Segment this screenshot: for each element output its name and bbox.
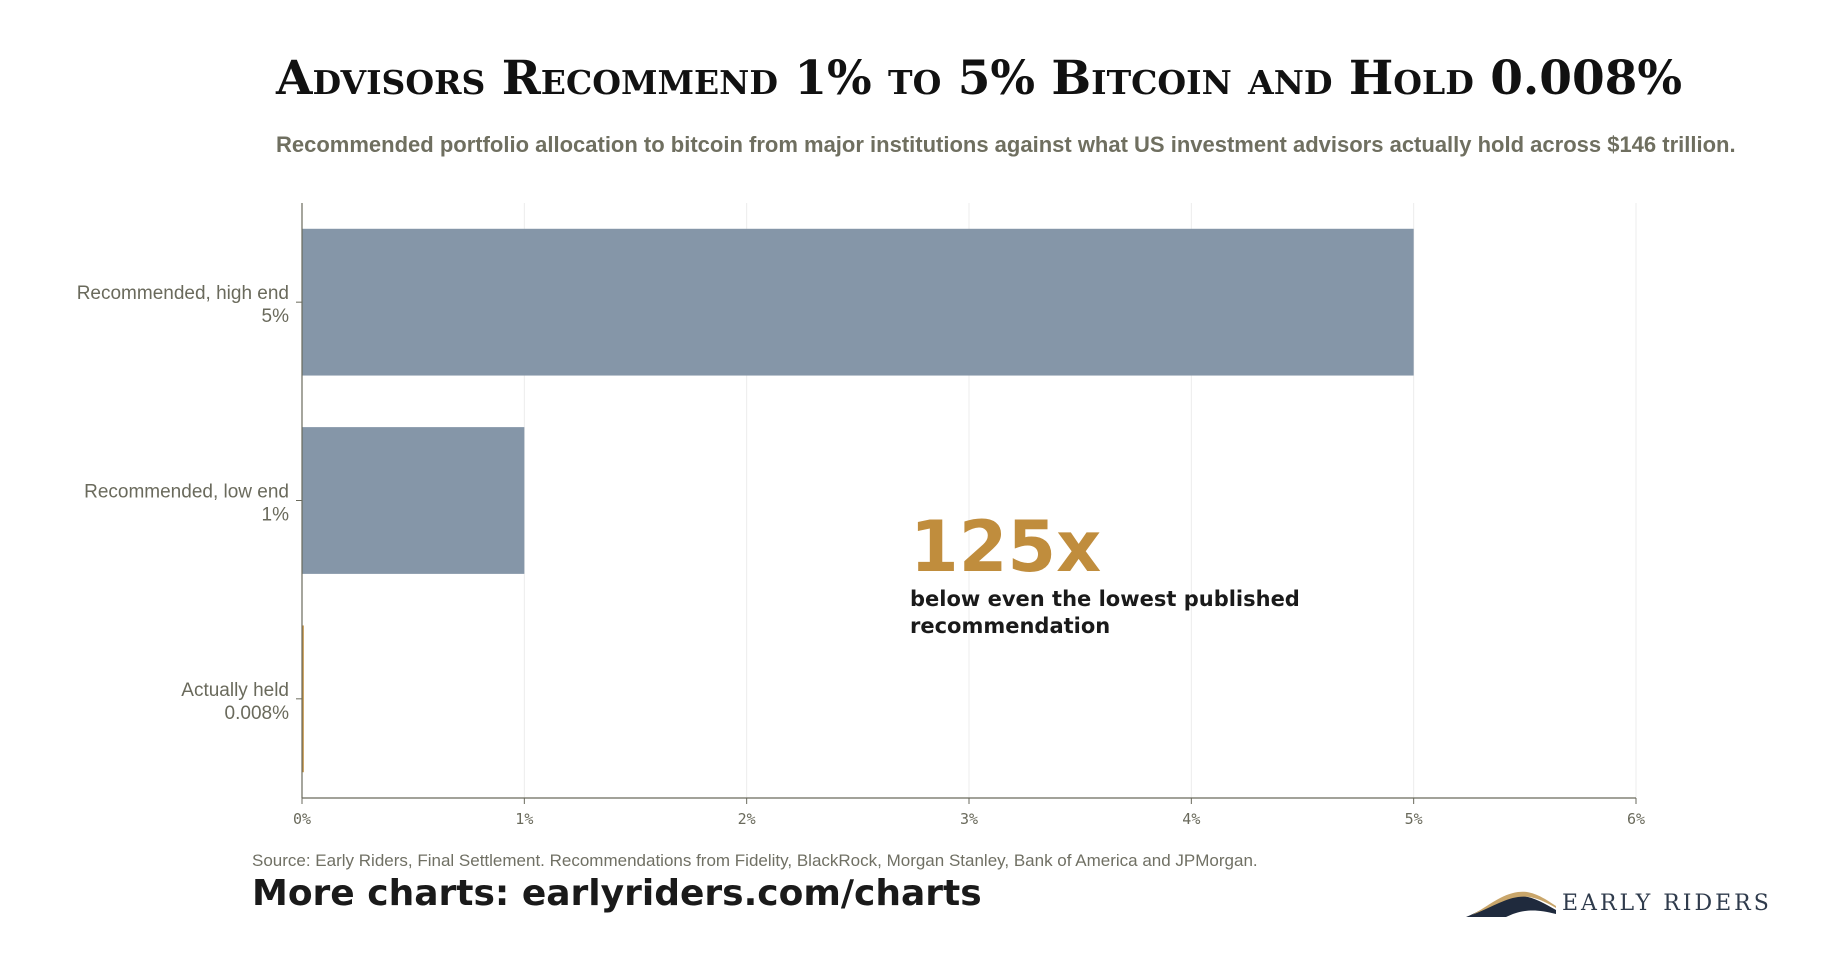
logo-text: EARLY RIDERS <box>1562 890 1772 916</box>
value-label: 0.008% <box>225 703 290 724</box>
chart-subtitle: Recommended portfolio allocation to bitc… <box>276 132 1736 157</box>
category-label: Actually held <box>181 680 289 701</box>
bar-1 <box>302 427 525 574</box>
x-tick-label: 4% <box>1182 810 1200 828</box>
category-label: Recommended, low end <box>84 482 289 503</box>
value-label: 5% <box>262 306 290 327</box>
annotation-text: below even the lowest published recommen… <box>910 587 1300 638</box>
axes <box>296 203 1637 804</box>
value-label: 1% <box>262 505 290 526</box>
bar-0 <box>302 228 1414 376</box>
x-tick-label: 6% <box>1627 810 1645 828</box>
mountain-logo-icon <box>1466 891 1556 917</box>
x-tick-label: 1% <box>515 810 533 828</box>
bars <box>302 228 1414 773</box>
x-tick-label: 2% <box>738 810 756 828</box>
tick-labels: 0% 1% 2% 3% 4% 5% 6% <box>293 810 1645 828</box>
x-tick-label: 3% <box>960 810 978 828</box>
category-label: Recommended, high end <box>77 283 289 304</box>
early-riders-logo: EARLY RIDERS <box>1466 886 1772 920</box>
x-tick-label: 5% <box>1405 810 1423 828</box>
bar-2 <box>302 625 304 773</box>
x-tick-label: 0% <box>293 810 311 828</box>
more-charts-link[interactable]: More charts: earlyriders.com/charts <box>252 873 982 914</box>
annotation-value: 125x <box>910 506 1102 588</box>
source-note: Source: Early Riders, Final Settlement. … <box>252 851 1258 870</box>
chart-title: Advisors Recommend 1% to 5% Bitcoin and … <box>276 51 1683 106</box>
annotation-callout: 125x below even the lowest published rec… <box>910 508 1330 640</box>
